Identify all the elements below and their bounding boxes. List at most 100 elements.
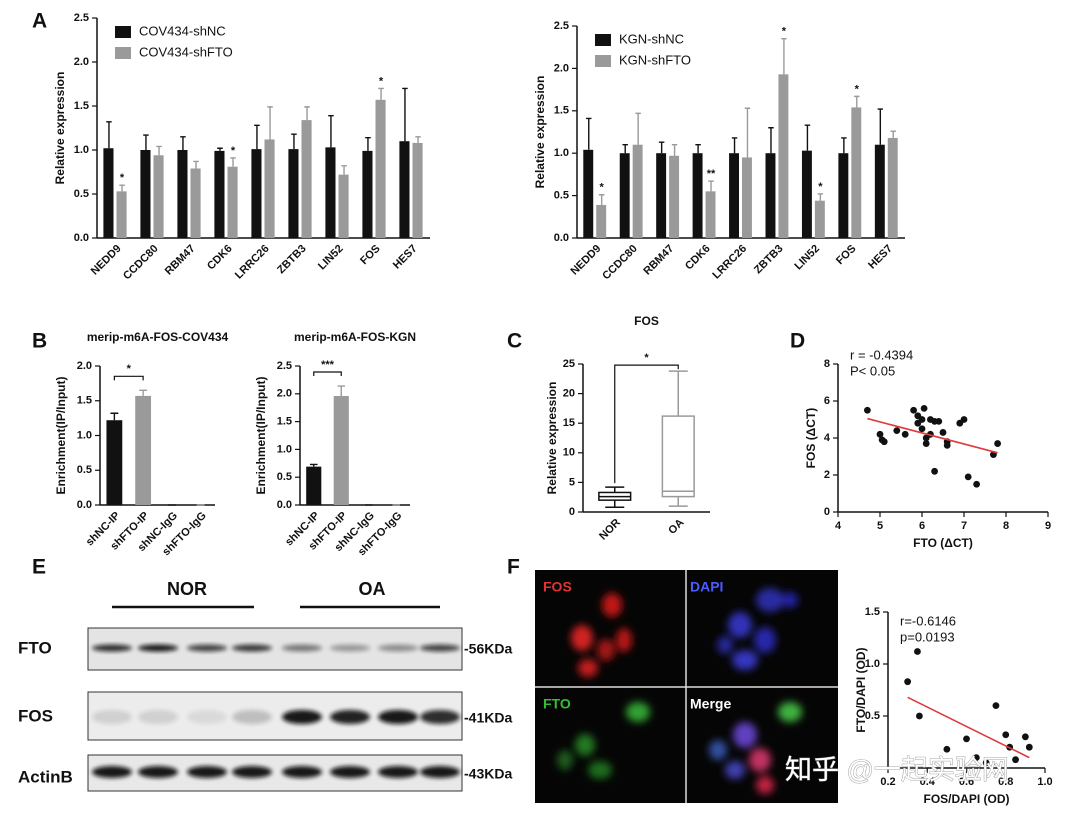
bar (116, 191, 127, 238)
x-tick-label: LIN52 (316, 243, 346, 273)
significance-label: * (379, 75, 384, 87)
error-bar (622, 144, 628, 154)
error-bar (768, 127, 774, 154)
significance-label: * (231, 145, 236, 157)
error-bar (230, 157, 236, 167)
legend-swatch (115, 47, 131, 59)
panel-letter: C (507, 330, 522, 353)
trend-line (907, 696, 1030, 759)
bar (135, 395, 152, 505)
cells-merge (709, 702, 802, 794)
x-tick-label: LRRC26 (233, 243, 272, 282)
whisker (605, 486, 625, 493)
whisker (605, 500, 625, 509)
cells-dapi (717, 588, 798, 670)
y-axis-label: FOS (ΔCT) (804, 408, 818, 469)
blot-band (138, 766, 178, 778)
x-tick-label: ZBTB3 (752, 243, 786, 277)
y-tick-label: 2.5 (277, 360, 292, 372)
error-bar (781, 38, 787, 75)
error-bar (598, 194, 605, 205)
group-label: NOR (167, 579, 207, 599)
x-tick-label: 0.6 (959, 776, 974, 788)
significance-label: * (600, 182, 605, 194)
y-tick-label: 0.5 (77, 464, 92, 476)
point (876, 430, 884, 438)
y-tick-label: 2.0 (554, 62, 569, 74)
point (1012, 756, 1019, 764)
point (901, 430, 909, 438)
row-label: FTO (18, 638, 52, 657)
y-tick-label: 4 (824, 432, 831, 444)
legend-swatch (595, 55, 611, 67)
blot-band (378, 766, 418, 778)
bar (692, 153, 703, 238)
error-bar (586, 117, 592, 150)
bar (338, 174, 349, 238)
x-tick-label: 6 (919, 520, 925, 532)
x-tick-label: 1.0 (1037, 776, 1052, 788)
bar (801, 150, 812, 238)
y-tick-label: 1.0 (74, 144, 89, 156)
point (893, 427, 901, 434)
y-tick-label: 0.0 (74, 232, 89, 244)
significance-label: ** (707, 168, 716, 180)
point (1002, 731, 1010, 739)
point (973, 480, 980, 488)
bar (851, 107, 862, 239)
blot-band (232, 644, 272, 652)
point (914, 648, 921, 655)
blot-band (187, 710, 227, 724)
y-axis-label: Relative expression (545, 382, 559, 495)
blot-band (232, 710, 272, 724)
error-bar (378, 87, 384, 100)
blot-band (92, 766, 132, 778)
bar (412, 142, 423, 238)
bar (596, 204, 607, 238)
legend-label: KGN-shNC (619, 31, 684, 46)
error-bar (841, 137, 847, 154)
panel-letter: E (32, 556, 46, 579)
blot-band (282, 710, 322, 724)
point (943, 442, 951, 449)
bar (656, 153, 667, 238)
point (963, 735, 970, 743)
error-bar (106, 121, 112, 149)
significance-bracket (614, 364, 679, 484)
blot-band (378, 710, 418, 724)
y-tick-label: 2.0 (77, 360, 92, 372)
significance-label: * (644, 352, 649, 364)
bar (705, 191, 716, 238)
bar (140, 150, 151, 238)
bar (306, 466, 322, 505)
error-bar (804, 124, 811, 151)
x-tick-label: 0.2 (880, 776, 895, 788)
significance-label: * (120, 172, 125, 184)
bar (106, 420, 123, 505)
microscopy: FOS DAPI FTO Merge (535, 570, 838, 803)
size-label: -41KDa (464, 710, 512, 726)
blot-band (378, 644, 418, 652)
blot-band (92, 644, 132, 652)
significance-bracket (313, 371, 342, 377)
annotation: r=-0.6146 (900, 613, 956, 628)
x-axis-label: FTO (ΔCT) (913, 536, 973, 550)
error-bar (365, 136, 371, 151)
y-tick-label: 1.5 (74, 100, 89, 112)
x-tick-label: CCDC80 (121, 243, 161, 283)
bar (153, 155, 164, 238)
point (918, 416, 926, 423)
error-bar (309, 463, 318, 467)
point (960, 416, 968, 423)
error-bar (180, 136, 186, 150)
legend-label: COV434-shFTO (139, 44, 233, 59)
error-bar (635, 112, 641, 145)
error-bar (671, 144, 678, 156)
error-bar (731, 137, 738, 154)
bar (375, 99, 386, 238)
bar (301, 120, 312, 238)
y-tick-label: 1.0 (554, 147, 569, 159)
row-label: ActinB (18, 767, 73, 786)
blot-band (420, 644, 460, 652)
significance-label: * (127, 363, 132, 375)
